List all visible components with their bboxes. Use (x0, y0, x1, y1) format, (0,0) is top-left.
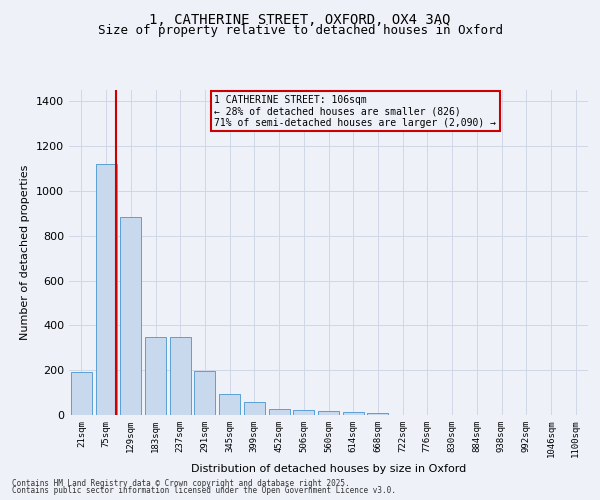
Bar (293, 410, 314, 415)
Text: Contains HM Land Registry data © Crown copyright and database right 2025.: Contains HM Land Registry data © Crown c… (12, 478, 350, 488)
Bar (71, 372, 92, 415)
Bar (269, 410, 290, 415)
Text: Contains public sector information licensed under the Open Government Licence v3: Contains public sector information licen… (12, 486, 396, 495)
Text: 1 CATHERINE STREET: 106sqm
← 28% of detached houses are smaller (826)
71% of sem: 1 CATHERINE STREET: 106sqm ← 28% of deta… (214, 95, 496, 128)
Bar (367, 413, 388, 415)
Bar (170, 336, 191, 415)
Bar (244, 402, 265, 415)
Text: Size of property relative to detached houses in Oxford: Size of property relative to detached ho… (97, 24, 503, 37)
Bar (194, 371, 215, 415)
Bar (318, 410, 339, 415)
Bar (145, 336, 166, 415)
Bar (343, 412, 364, 415)
Bar (120, 216, 141, 415)
Bar (95, 164, 116, 415)
Text: 1, CATHERINE STREET, OXFORD, OX4 3AQ: 1, CATHERINE STREET, OXFORD, OX4 3AQ (149, 12, 451, 26)
Bar (219, 394, 240, 415)
X-axis label: Distribution of detached houses by size in Oxford: Distribution of detached houses by size … (191, 464, 466, 474)
Y-axis label: Number of detached properties: Number of detached properties (20, 165, 31, 340)
